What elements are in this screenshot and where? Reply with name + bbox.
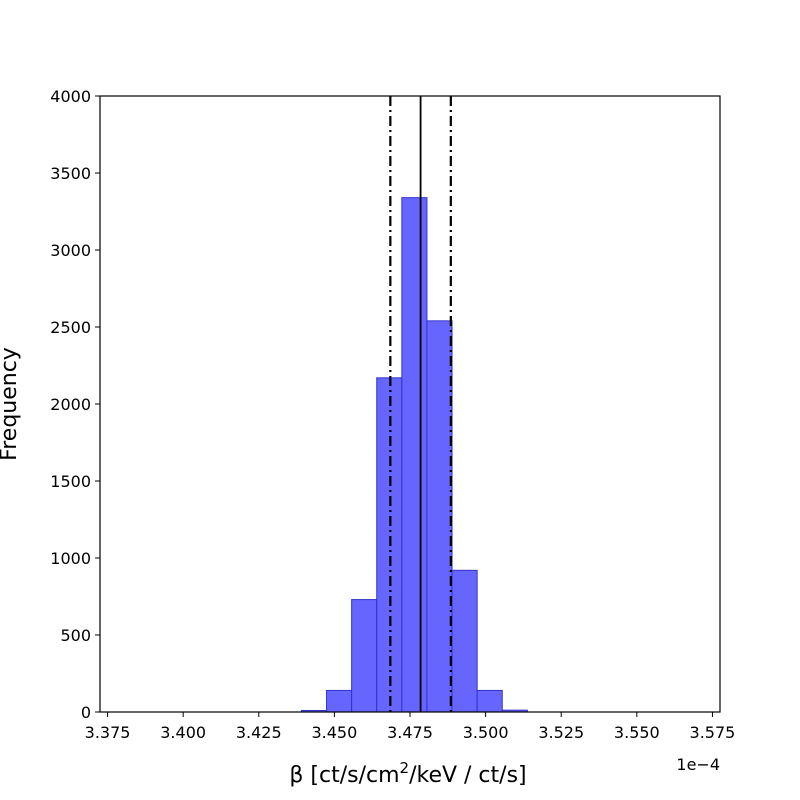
y-tick-label-7: 3500 <box>50 164 91 183</box>
histogram-bar-7 <box>476 689 503 713</box>
y-tick-label-3: 1500 <box>50 472 91 491</box>
x-axis-label-superscript: 2 <box>400 759 410 777</box>
y-axis-ticks: 0 500 1000 1500 2000 2500 3000 3500 4000 <box>50 87 100 722</box>
y-tick-label-5: 2500 <box>50 318 91 337</box>
y-axis-label: Frequency <box>0 347 22 461</box>
x-axis-label-main: β [ct/s/cm <box>289 763 399 788</box>
x-tick-label-8: 3.575 <box>690 723 736 742</box>
x-tick-label-2: 3.425 <box>236 723 282 742</box>
histogram-bar-2 <box>351 599 378 713</box>
x-axis-ticks: 3.375 3.400 3.425 3.450 3.475 3.500 3.525 3.550… <box>85 712 736 742</box>
x-tick-label-6: 3.525 <box>538 723 584 742</box>
x-tick-label-4: 3.475 <box>387 723 433 742</box>
histogram-bar-4 <box>401 197 428 713</box>
reference-lines <box>389 96 452 712</box>
y-tick-label-8: 4000 <box>50 87 91 106</box>
x-tick-label-3: 3.450 <box>311 723 357 742</box>
y-tick-label-1: 500 <box>60 626 91 645</box>
x-axis-offset-text: 1e−4 <box>676 755 720 774</box>
y-tick-label-4: 2000 <box>50 395 91 414</box>
y-tick-label-6: 3000 <box>50 241 91 260</box>
x-axis-label: β [ct/s/cm2/keV / ct/s] <box>289 759 526 788</box>
x-tick-label-0: 3.375 <box>85 723 131 742</box>
histogram-bars <box>300 197 528 713</box>
y-tick-label-0: 0 <box>81 703 91 722</box>
histogram-bar-5 <box>426 320 453 713</box>
x-tick-label-7: 3.550 <box>614 723 660 742</box>
x-tick-label-1: 3.400 <box>160 723 206 742</box>
histogram-bar-6 <box>451 569 478 713</box>
y-tick-label-2: 1000 <box>50 549 91 568</box>
x-axis-label-rest: /keV / ct/s] <box>409 763 527 788</box>
x-tick-label-5: 3.500 <box>463 723 509 742</box>
histogram-bar-1 <box>326 689 353 713</box>
